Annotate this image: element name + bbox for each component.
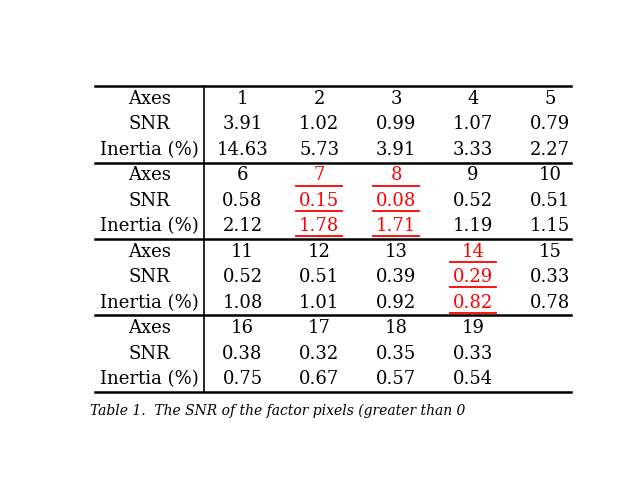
Text: 10: 10 bbox=[538, 166, 561, 185]
Text: 5.73: 5.73 bbox=[300, 141, 339, 159]
Text: 0.35: 0.35 bbox=[376, 345, 417, 363]
Text: 1.15: 1.15 bbox=[530, 217, 570, 235]
Text: 19: 19 bbox=[461, 319, 484, 337]
Text: 0.08: 0.08 bbox=[376, 192, 417, 210]
Text: 1.01: 1.01 bbox=[299, 294, 339, 311]
Text: 0.58: 0.58 bbox=[222, 192, 262, 210]
Text: 0.51: 0.51 bbox=[530, 192, 570, 210]
Text: 2.12: 2.12 bbox=[222, 217, 262, 235]
Text: SNR: SNR bbox=[129, 345, 170, 363]
Text: 0.57: 0.57 bbox=[376, 370, 416, 388]
Text: 3.91: 3.91 bbox=[376, 141, 417, 159]
Text: 0.51: 0.51 bbox=[299, 268, 339, 286]
Text: Inertia (%): Inertia (%) bbox=[100, 217, 199, 235]
Text: 1.19: 1.19 bbox=[453, 217, 493, 235]
Text: 14: 14 bbox=[461, 243, 484, 261]
Text: Inertia (%): Inertia (%) bbox=[100, 294, 199, 311]
Text: 0.52: 0.52 bbox=[453, 192, 493, 210]
Text: 14.63: 14.63 bbox=[216, 141, 268, 159]
Text: Inertia (%): Inertia (%) bbox=[100, 370, 199, 388]
Text: 3.91: 3.91 bbox=[222, 116, 262, 133]
Text: 0.32: 0.32 bbox=[299, 345, 339, 363]
Text: 4: 4 bbox=[467, 90, 479, 108]
Text: 2.27: 2.27 bbox=[530, 141, 570, 159]
Text: 0.15: 0.15 bbox=[299, 192, 339, 210]
Text: 5: 5 bbox=[544, 90, 556, 108]
Text: Axes: Axes bbox=[128, 243, 171, 261]
Text: Inertia (%): Inertia (%) bbox=[100, 141, 199, 159]
Text: SNR: SNR bbox=[129, 192, 170, 210]
Text: 0.52: 0.52 bbox=[222, 268, 262, 286]
Text: 1.07: 1.07 bbox=[453, 116, 493, 133]
Text: 8: 8 bbox=[390, 166, 402, 185]
Text: Axes: Axes bbox=[128, 319, 171, 337]
Text: Axes: Axes bbox=[128, 90, 171, 108]
Text: 3: 3 bbox=[390, 90, 402, 108]
Text: 0.54: 0.54 bbox=[453, 370, 493, 388]
Text: 1: 1 bbox=[237, 90, 248, 108]
Text: 1.78: 1.78 bbox=[299, 217, 339, 235]
Text: 0.39: 0.39 bbox=[376, 268, 417, 286]
Text: 3.33: 3.33 bbox=[453, 141, 493, 159]
Text: 1.02: 1.02 bbox=[299, 116, 339, 133]
Text: 6: 6 bbox=[237, 166, 248, 185]
Text: 11: 11 bbox=[231, 243, 254, 261]
Text: 0.78: 0.78 bbox=[530, 294, 570, 311]
Text: 0.38: 0.38 bbox=[222, 345, 262, 363]
Text: 0.99: 0.99 bbox=[376, 116, 417, 133]
Text: 2: 2 bbox=[314, 90, 325, 108]
Text: 0.79: 0.79 bbox=[530, 116, 570, 133]
Text: 16: 16 bbox=[231, 319, 254, 337]
Text: 0.29: 0.29 bbox=[453, 268, 493, 286]
Text: 17: 17 bbox=[308, 319, 331, 337]
Text: 1.71: 1.71 bbox=[376, 217, 417, 235]
Text: 12: 12 bbox=[308, 243, 331, 261]
Text: 15: 15 bbox=[538, 243, 561, 261]
Text: 13: 13 bbox=[385, 243, 408, 261]
Text: Axes: Axes bbox=[128, 166, 171, 185]
Text: 0.67: 0.67 bbox=[299, 370, 339, 388]
Text: 0.75: 0.75 bbox=[222, 370, 262, 388]
Text: 0.92: 0.92 bbox=[376, 294, 417, 311]
Text: 9: 9 bbox=[467, 166, 479, 185]
Text: SNR: SNR bbox=[129, 268, 170, 286]
Text: Table 1.  The SNR of the factor pixels (greater than 0: Table 1. The SNR of the factor pixels (g… bbox=[90, 403, 465, 418]
Text: 0.82: 0.82 bbox=[453, 294, 493, 311]
Text: 0.33: 0.33 bbox=[453, 345, 493, 363]
Text: SNR: SNR bbox=[129, 116, 170, 133]
Text: 18: 18 bbox=[385, 319, 408, 337]
Text: 1.08: 1.08 bbox=[222, 294, 262, 311]
Text: 7: 7 bbox=[314, 166, 325, 185]
Text: 0.33: 0.33 bbox=[530, 268, 570, 286]
